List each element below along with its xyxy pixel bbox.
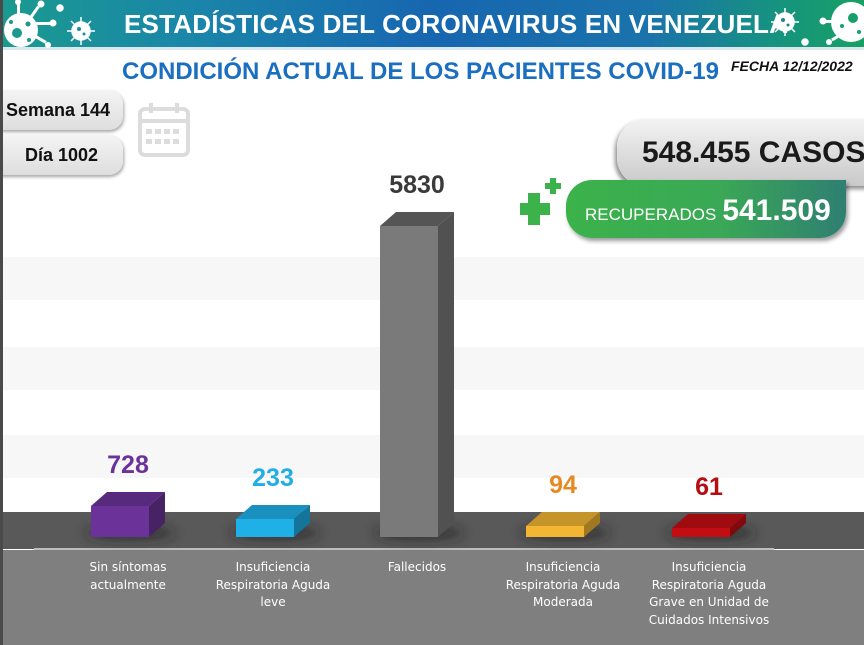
category-label-line: Fallecidos — [387, 560, 447, 574]
total-cases: 548.455 CASOS — [642, 135, 864, 169]
bar — [236, 519, 294, 537]
recovered-badge: RECUPERADOS 541.509 — [566, 180, 846, 238]
header-title: ESTADÍSTICAS DEL CORONAVIRUS EN VENEZUEL… — [124, 9, 789, 39]
bar-value-label: 233 — [252, 464, 294, 492]
category-label-line: Respiratoria Aguda — [651, 577, 767, 592]
category-label: Insuficiencia Respiratoria Aguda leve — [193, 559, 353, 612]
bar-top-face — [380, 212, 454, 226]
category-label-line: actualmente — [90, 577, 166, 592]
bar-top-face — [526, 512, 600, 526]
recovered-label: RECUPERADOS — [585, 205, 717, 224]
left-border — [0, 0, 3, 645]
header-banner: ESTADÍSTICAS DEL CORONAVIRUS EN VENEZUEL… — [0, 0, 864, 50]
virus-icon-small — [771, 8, 809, 46]
category-label: Insuficiencia Respiratoria Aguda Grave en … — [629, 559, 789, 629]
virus-icon — [819, 2, 864, 45]
category-label-line: Grave en Unidad de — [649, 595, 769, 609]
category-label: Insuficiencia Respiratoria Aguda Moderada — [483, 559, 643, 612]
virus-icon — [4, 0, 57, 48]
calendar-icon — [138, 103, 190, 157]
bar — [91, 506, 149, 537]
week-badge: Semana 144 — [0, 90, 123, 130]
category-label: Fallecidos — [337, 559, 497, 577]
bar-top-face — [672, 514, 746, 528]
bar — [380, 226, 438, 537]
bar-value-label: 5830 — [389, 171, 445, 199]
chart-subtitle: CONDICIÓN ACTUAL DE LOS PACIENTES COVID-… — [122, 58, 719, 85]
bar-side-face — [294, 505, 310, 537]
category-label-line: Cuidados Intensivos — [648, 612, 770, 627]
bar-value-label: 94 — [549, 471, 577, 499]
category-axis-area — [3, 550, 864, 645]
report-date: FECHA 12/12/2022 — [731, 58, 853, 74]
axis-line — [34, 548, 774, 550]
total-cases-badge: 548.455 CASOS — [617, 119, 864, 186]
bar-side-face — [584, 512, 600, 537]
bar-top-face — [236, 505, 310, 519]
virus-icon-small — [56, 4, 95, 45]
category-label-line: Sin síntomas — [89, 560, 167, 574]
bar — [526, 526, 584, 537]
bar-side-face — [438, 212, 454, 537]
bar-top-face — [91, 492, 165, 506]
day-badge: Día 1002 — [0, 135, 123, 175]
day-label: Día 1002 — [25, 144, 99, 165]
category-label-line: leve — [260, 595, 286, 609]
medical-plus-icon — [520, 178, 561, 225]
bar — [672, 528, 730, 537]
bar-value-label: 61 — [695, 473, 723, 501]
category-label-line: Moderada — [533, 595, 593, 609]
category-label-line: Respiratoria Aguda — [215, 577, 331, 592]
week-label: Semana 144 — [6, 99, 111, 120]
category-label-line: Insuficiencia — [525, 560, 601, 574]
bar-side-face — [730, 514, 746, 537]
category-label: Sin síntomas actualmente — [48, 559, 208, 594]
recovered-value: 541.509 — [722, 194, 831, 227]
bar-value-label: 728 — [107, 451, 149, 479]
bar-side-face — [149, 492, 165, 537]
category-label-line: Insuficiencia — [671, 560, 747, 574]
category-label-line: Respiratoria Aguda — [505, 577, 621, 592]
category-label-line: Insuficiencia — [235, 560, 311, 574]
